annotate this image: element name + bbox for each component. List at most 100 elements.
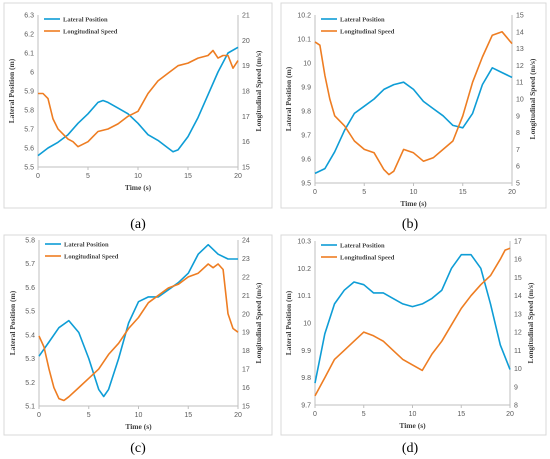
y-right-axis-title: Longitudinal Speed (m/s) xyxy=(254,50,263,131)
panel-caption: (c) xyxy=(130,441,146,456)
y-left-tick-label: 10.3 xyxy=(297,239,311,246)
y-right-tick-label: 15 xyxy=(242,165,250,172)
panel-caption: (a) xyxy=(130,217,146,232)
y-right-tick-label: 22 xyxy=(242,274,250,281)
y-left-tick-label: 9.9 xyxy=(301,85,311,92)
y-left-tick-label: 5.2 xyxy=(25,380,35,387)
y-right-tick-label: 13 xyxy=(514,311,522,318)
y-right-axis-title: Longitudinal Speed (m/s) xyxy=(528,58,537,139)
y-left-tick-label: 5.7 xyxy=(25,261,35,268)
y-right-tick-label: 14 xyxy=(516,29,524,36)
lateral-position-line xyxy=(314,253,511,384)
x-tick-label: 20 xyxy=(234,412,242,419)
legend-label: Lateral Position xyxy=(63,17,108,24)
x-axis-title: Time (s) xyxy=(125,183,152,192)
panel-frame xyxy=(280,2,547,209)
y-left-tick-label: 9.8 xyxy=(301,109,311,116)
y-left-tick-label: 10.1 xyxy=(297,293,311,300)
y-right-tick-label: 18 xyxy=(242,89,250,96)
x-tick-label: 10 xyxy=(409,411,417,418)
y-left-tick-label: 5.3 xyxy=(25,356,35,363)
y-right-tick-label: 20 xyxy=(242,311,250,318)
y-right-tick-label: 19 xyxy=(242,330,250,337)
x-tick-label: 10 xyxy=(135,412,143,419)
x-tick-label: 5 xyxy=(86,173,90,180)
x-tick-label: 5 xyxy=(87,412,91,419)
y-right-tick-label: 10 xyxy=(514,366,522,373)
y-left-tick-label: 6 xyxy=(30,70,34,77)
y-right-tick-label: 23 xyxy=(242,256,250,263)
x-tick-label: 10 xyxy=(410,189,418,196)
y-left-tick-label: 5.5 xyxy=(25,309,35,316)
y-right-tick-label: 15 xyxy=(514,275,522,282)
y-left-axis-title: Lateral Position (m) xyxy=(7,58,16,123)
y-right-tick-label: 17 xyxy=(514,239,522,246)
y-right-tick-label: 15 xyxy=(516,13,524,20)
y-right-tick-label: 24 xyxy=(242,238,250,245)
x-tick-label: 15 xyxy=(184,412,192,419)
panel-frame xyxy=(3,2,273,209)
y-right-tick-label: 11 xyxy=(516,80,523,87)
y-right-tick-label: 18 xyxy=(242,348,250,355)
y-left-tick-label: 10.1 xyxy=(297,37,311,44)
legend-label: Longitudinal Speed xyxy=(340,29,395,36)
y-right-tick-label: 15 xyxy=(242,404,250,411)
y-left-tick-label: 10.2 xyxy=(297,266,311,273)
y-right-tick-label: 16 xyxy=(242,139,250,146)
x-tick-label: 5 xyxy=(362,411,366,418)
y-left-axis-title: Lateral Position (m) xyxy=(8,290,17,355)
longitudinal-speed-line xyxy=(38,49,239,148)
panel-b: 0 5 10 15 20 9.5 9.6 9.7 9.8 9.9 10 10.1 10.2 5 6 7 8 9 10… xyxy=(280,2,547,232)
panel-d: 0 5 10 15 20 9.7 9.8 9.9 10 10.1 10.2 10.3 8 9 10 11 12 1… xyxy=(280,234,547,456)
y-left-tick-label: 6.3 xyxy=(24,13,34,20)
y-right-tick-label: 5 xyxy=(516,181,520,188)
x-tick-label: 0 xyxy=(313,189,317,196)
y-right-tick-label: 12 xyxy=(516,63,524,70)
y-right-tick-label: 16 xyxy=(514,257,522,264)
y-right-tick-label: 9 xyxy=(516,113,520,120)
x-tick-label: 20 xyxy=(234,173,242,180)
x-axis-title: Time (s) xyxy=(400,199,427,208)
legend-label: Longitudinal Speed xyxy=(64,254,119,261)
panel-c: 0 5 10 15 205.15.25.35.45.55.65.75.815161718… xyxy=(3,234,273,456)
y-left-axis-title: Lateral Position (m) xyxy=(284,66,293,131)
x-tick-label: 0 xyxy=(36,173,40,180)
lateral-position-line xyxy=(314,67,513,175)
y-right-tick-label: 21 xyxy=(242,13,250,20)
y-left-tick-label: 6.1 xyxy=(24,51,34,58)
y-right-tick-label: 17 xyxy=(242,367,250,374)
y-left-tick-label: 6.2 xyxy=(24,32,34,39)
y-right-tick-label: 10 xyxy=(516,97,524,104)
y-left-axis-title: Lateral Position (m) xyxy=(284,290,293,355)
y-right-tick-label: 11 xyxy=(514,348,521,355)
y-left-tick-label: 5.8 xyxy=(25,238,35,245)
x-tick-label: 20 xyxy=(508,189,516,196)
x-axis-title: Time (s) xyxy=(399,421,426,430)
x-tick-label: 10 xyxy=(134,173,142,180)
y-left-tick-label: 5.5 xyxy=(24,165,34,172)
y-left-tick-label: 9.6 xyxy=(301,157,311,164)
y-left-tick-label: 10.2 xyxy=(297,13,311,20)
y-right-tick-label: 9 xyxy=(514,384,518,391)
y-left-tick-label: 5.6 xyxy=(25,285,35,292)
longitudinal-speed-line xyxy=(314,247,511,397)
lateral-position-line xyxy=(37,46,239,157)
x-tick-label: 15 xyxy=(459,189,467,196)
panel-a: 0 5 10 15 205.55.65.75.85.966.16.26.31516171… xyxy=(3,2,273,232)
y-right-tick-label: 20 xyxy=(242,38,250,45)
lateral-position-line xyxy=(38,243,238,398)
legend-label: Lateral Position xyxy=(64,242,109,249)
x-tick-label: 5 xyxy=(362,189,366,196)
y-right-tick-label: 17 xyxy=(242,114,250,121)
y-right-tick-label: 8 xyxy=(514,403,518,410)
panel-frame xyxy=(3,234,273,436)
legend-label: Lateral Position xyxy=(340,243,385,250)
longitudinal-speed-line xyxy=(314,30,513,176)
legend-label: Longitudinal Speed xyxy=(63,29,118,36)
y-left-tick-label: 5.7 xyxy=(24,127,34,134)
y-right-tick-label: 16 xyxy=(242,385,250,392)
y-left-tick-label: 5.8 xyxy=(24,108,34,115)
x-tick-label: 0 xyxy=(313,411,317,418)
y-left-tick-label: 5.6 xyxy=(24,146,34,153)
